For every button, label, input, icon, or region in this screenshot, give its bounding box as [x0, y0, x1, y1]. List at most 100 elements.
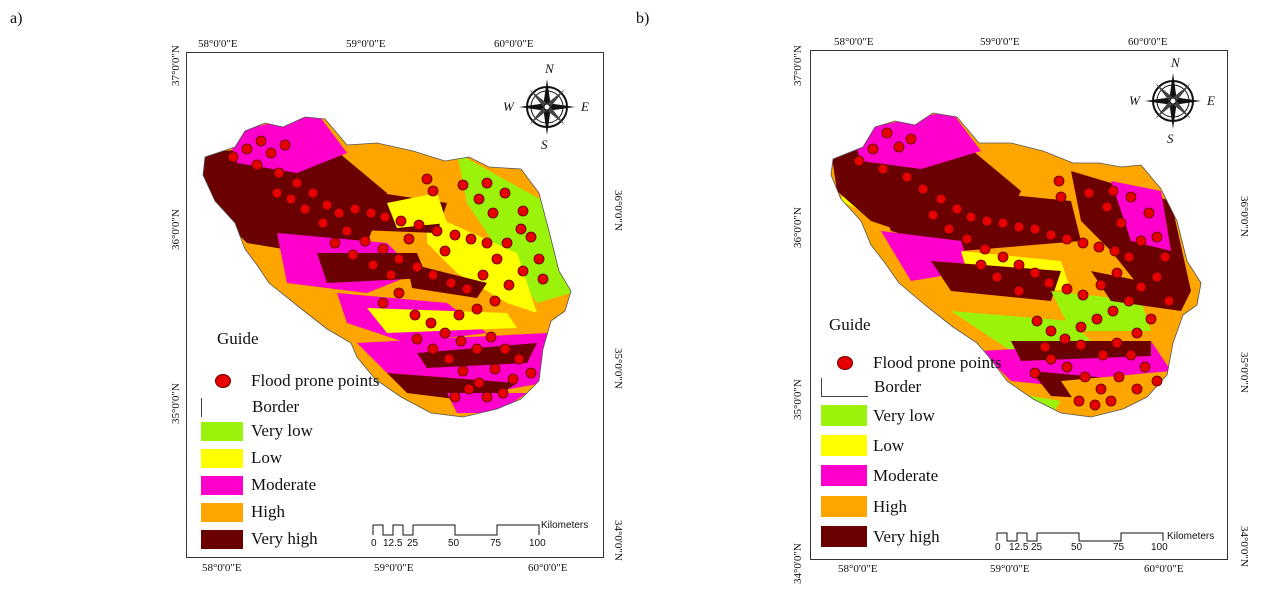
- legend-high: High: [201, 502, 285, 522]
- lat-label-left: 37°0'0"N: [792, 45, 804, 86]
- scale-tick: 75: [1113, 542, 1125, 553]
- scale-tick: 0: [371, 538, 377, 549]
- legend-moderate: Moderate: [201, 475, 316, 495]
- scale-tick: 50: [448, 538, 460, 549]
- scale-tick: 25: [1031, 542, 1043, 553]
- legend-label: High: [251, 502, 285, 521]
- legend-very-high: Very high: [821, 526, 940, 547]
- flood-points: [853, 127, 1175, 411]
- swatch-very-low: [821, 405, 867, 426]
- legend-flood-points: Flood prone points: [201, 371, 379, 391]
- lat-label-left: 35°0'0"N: [170, 383, 182, 424]
- scale-tick: 25: [407, 538, 419, 549]
- scale-tick: 100: [1151, 542, 1168, 553]
- legend-border: Border: [821, 377, 921, 397]
- lon-label-bottom: 58°0'0"E: [838, 563, 878, 575]
- swatch-very-high: [821, 526, 867, 547]
- lat-label-left: 37°0'0"N: [170, 45, 182, 86]
- legend-label: Border: [252, 397, 300, 416]
- scale-bar: Kilometers 0 12.5 25 50 75 100: [995, 529, 1225, 559]
- map-frame: N S W E Guide Flood prone points Border …: [186, 52, 604, 558]
- legend-flood-points: Flood prone points: [821, 353, 1001, 373]
- compass-east-label: E: [581, 99, 589, 114]
- legend-very-low: Very low: [821, 405, 935, 426]
- lon-label-top: 58°0'0"E: [834, 36, 874, 48]
- legend-very-high: Very high: [201, 529, 318, 549]
- panel-label: a): [10, 10, 23, 27]
- lat-label-left: 36°0'0"N: [170, 209, 182, 250]
- legend-label: Moderate: [251, 475, 317, 494]
- scale-unit: Kilometers: [541, 520, 589, 531]
- lon-label-bottom: 59°0'0"E: [374, 562, 414, 574]
- legend-label: Border: [874, 377, 922, 396]
- swatch-moderate: [201, 475, 243, 495]
- swatch-very-high: [201, 529, 243, 549]
- legend-label: Very low: [873, 405, 935, 425]
- legend-label: Very high: [873, 526, 940, 546]
- legend-border: Border: [201, 397, 299, 417]
- compass-east-label: E: [1207, 93, 1215, 108]
- scale-tick: 12.5: [1009, 542, 1029, 553]
- legend-label: Very high: [251, 529, 318, 548]
- lat-label-left: 36°0'0"N: [792, 207, 804, 248]
- basin-border: [830, 112, 1202, 418]
- panel-label: b): [636, 10, 650, 27]
- scale-bar: Kilometers 0 12.5 25 50 75 100: [371, 520, 601, 555]
- legend-high: High: [821, 496, 907, 517]
- swatch-very-low: [201, 421, 243, 441]
- legend-low: Low: [821, 435, 904, 456]
- legend-low: Low: [201, 448, 282, 468]
- basin-border: [202, 116, 572, 418]
- border-symbol: [201, 397, 244, 417]
- lat-label-right: 36°0'0"N: [612, 190, 624, 231]
- map-frame: N S W E Guide Flood prone points Border …: [810, 50, 1228, 560]
- flood-point-symbol: [215, 374, 231, 388]
- legend-very-low: Very low: [201, 421, 313, 441]
- legend-label: Flood prone points: [251, 371, 380, 390]
- lat-label-right: 34°0'0"N: [612, 520, 624, 561]
- lat-label-left: 35°0'0"N: [792, 379, 804, 420]
- compass-south-label: S: [541, 137, 548, 152]
- flood-point-symbol: [837, 356, 853, 370]
- scale-tick: 100: [529, 538, 546, 549]
- lat-label-right: 34°0'0"N: [1238, 526, 1250, 567]
- border-symbol: [821, 377, 868, 397]
- lon-label-top: 59°0'0"E: [346, 38, 386, 50]
- legend-label: Moderate: [873, 465, 939, 485]
- swatch-moderate: [821, 465, 867, 486]
- lat-label-right: 35°0'0"N: [612, 348, 624, 389]
- lat-label-left: 34°0'0"N: [792, 543, 804, 584]
- legend: Guide Flood prone points Border Very low…: [821, 313, 1051, 553]
- lon-label-bottom: 60°0'0"E: [1144, 563, 1184, 575]
- lon-label-top: 60°0'0"E: [1128, 36, 1168, 48]
- legend-label: Flood prone points: [873, 353, 1002, 372]
- swatch-low: [821, 435, 867, 456]
- legend-label: Low: [251, 448, 283, 467]
- legend-label: Very low: [251, 421, 313, 440]
- scale-tick: 50: [1071, 542, 1083, 553]
- compass-west-label: W: [1129, 93, 1140, 108]
- legend-title: Guide: [217, 329, 259, 348]
- scale-tick: 12.5: [383, 538, 403, 549]
- legend-label: High: [873, 496, 907, 516]
- lon-label-bottom: 60°0'0"E: [528, 562, 568, 574]
- lat-label-right: 36°0'0"N: [1238, 196, 1250, 237]
- scale-tick: 0: [995, 542, 1001, 553]
- lat-label-right: 35°0'0"N: [1238, 352, 1250, 393]
- lon-label-top: 60°0'0"E: [494, 38, 534, 50]
- swatch-low: [201, 448, 243, 468]
- compass-south-label: S: [1167, 131, 1174, 146]
- map-canvas: [202, 116, 572, 418]
- legend: Guide Flood prone points Border Very low…: [201, 327, 421, 557]
- compass-rose-icon: N S W E: [1129, 55, 1215, 146]
- legend-title: Guide: [829, 315, 871, 334]
- flood-points: [227, 135, 549, 403]
- swatch-high: [201, 502, 243, 522]
- lon-label-bottom: 58°0'0"E: [202, 562, 242, 574]
- legend-moderate: Moderate: [821, 465, 938, 486]
- swatch-high: [821, 496, 867, 517]
- compass-north-label: N: [545, 61, 554, 76]
- scale-unit: Kilometers: [1167, 531, 1215, 542]
- legend-label: Low: [873, 435, 905, 455]
- map-canvas: [830, 112, 1202, 418]
